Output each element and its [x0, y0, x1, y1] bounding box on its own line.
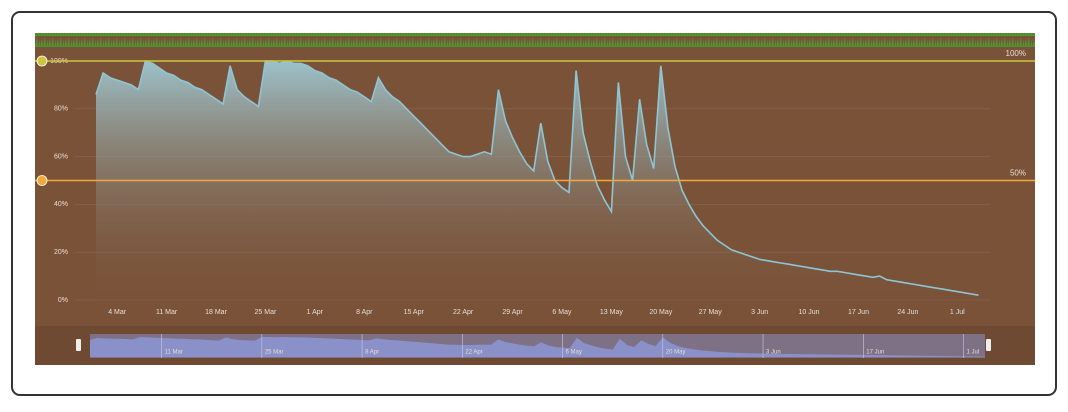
- navigator-tick-label: 6 May: [566, 350, 582, 356]
- threshold-label: 50%: [1010, 169, 1026, 178]
- x-tick-label: 11 Mar: [156, 309, 178, 316]
- x-tick-label: 22 Apr: [453, 309, 474, 316]
- navigator-tick-label: 20 May: [666, 350, 686, 356]
- navigator-area: [90, 337, 985, 357]
- y-tick-label: 60%: [54, 153, 68, 160]
- x-tick-label: 24 Jun: [897, 309, 918, 316]
- threshold-handle[interactable]: [36, 175, 48, 186]
- navigator-tick-label: 22 Apr: [465, 350, 482, 356]
- navigator-tick-label: 17 Jun: [866, 350, 884, 356]
- navigator-tick-label: 1 Jul: [967, 350, 980, 356]
- threshold-label: 100%: [1006, 49, 1026, 58]
- navigator-tick-label: 8 Apr: [365, 350, 379, 356]
- x-tick-label: 8 Apr: [356, 309, 373, 316]
- x-tick-label: 25 Mar: [255, 309, 277, 316]
- y-tick-label: 0%: [58, 297, 68, 304]
- x-tick-label: 20 May: [649, 309, 672, 316]
- x-tick-label: 1 Jul: [950, 309, 965, 316]
- x-tick-label: 13 May: [600, 309, 623, 316]
- x-tick-label: 1 Apr: [307, 309, 324, 316]
- x-tick-label: 10 Jun: [799, 309, 820, 316]
- navigator-tick-label: 11 Mar: [165, 350, 183, 356]
- x-tick-label: 4 Mar: [108, 309, 127, 316]
- navigator-handle[interactable]: [76, 339, 81, 351]
- y-tick-label: 80%: [54, 106, 68, 113]
- x-tick-label: 29 Apr: [502, 309, 523, 316]
- line: [95, 59, 979, 296]
- threshold-handle[interactable]: [36, 55, 48, 67]
- y-tick-label: 40%: [54, 201, 68, 208]
- x-tick-label: 15 Apr: [404, 309, 425, 316]
- x-tick-label: 3 Jun: [751, 309, 768, 316]
- x-tick-label: 6 May: [552, 309, 572, 316]
- navigator-tick-label: 3 Jun: [766, 350, 781, 356]
- x-tick-label: 18 Mar: [205, 309, 227, 316]
- x-tick-label: 17 Jun: [848, 309, 869, 316]
- x-tick-label: 27 May: [699, 309, 722, 316]
- navigator-handle[interactable]: [986, 339, 991, 351]
- y-tick-label: 20%: [54, 249, 68, 256]
- grass: [35, 33, 1035, 47]
- navigator-tick-label: 25 Mar: [265, 350, 284, 356]
